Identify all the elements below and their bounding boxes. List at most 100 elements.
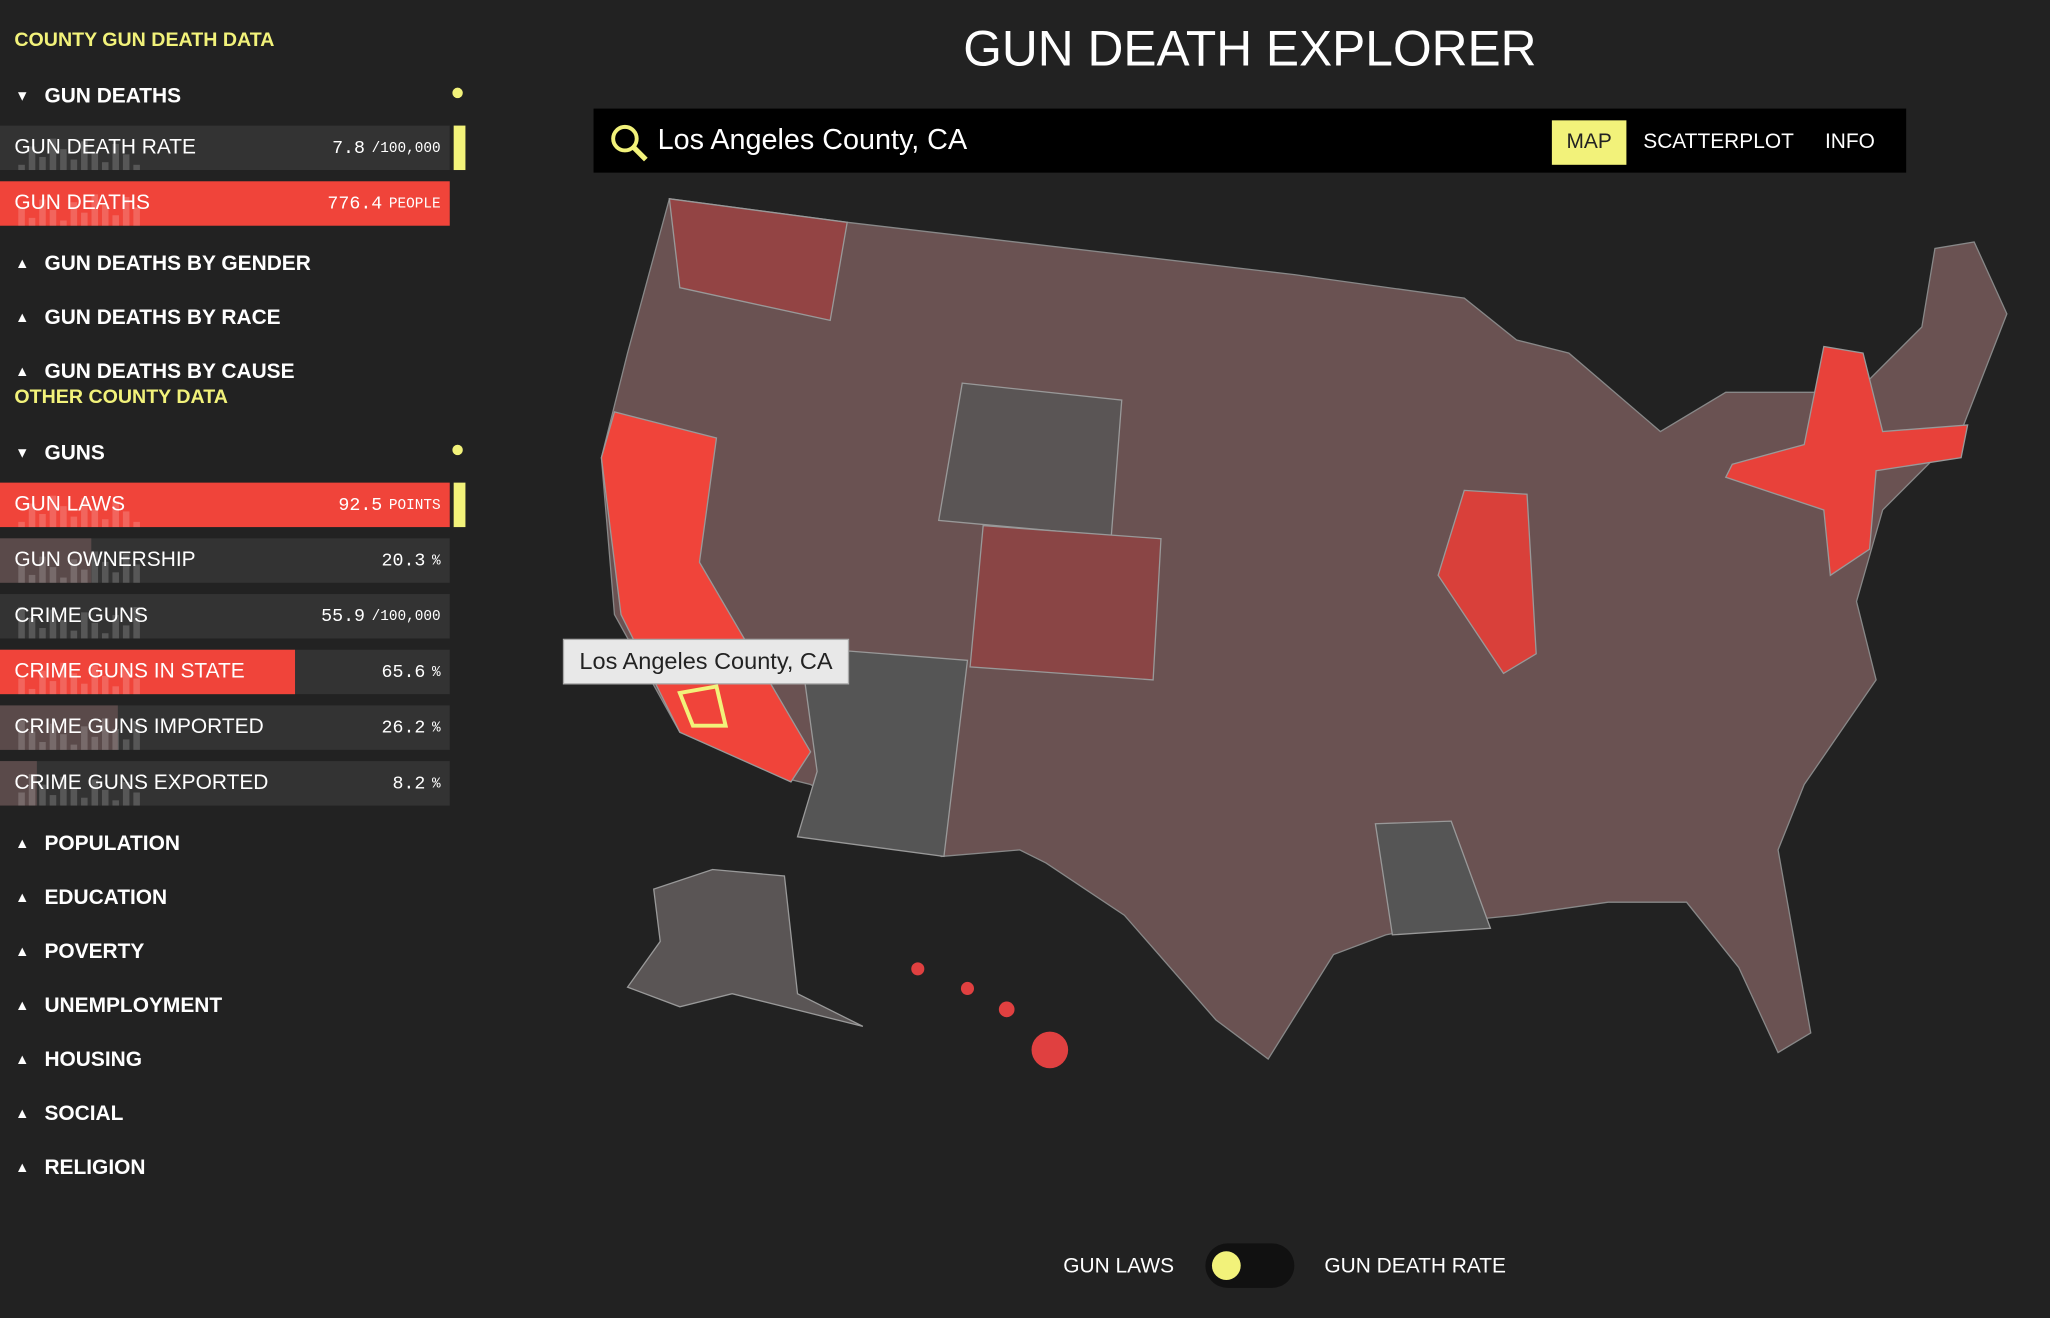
mini-histogram-bar [112, 686, 119, 695]
mini-histogram-bar [28, 146, 36, 171]
item-value: 776.4 PEOPLE [327, 194, 440, 214]
mini-histogram-bar [112, 614, 119, 639]
group-arrow: ▲ [15, 836, 29, 852]
group-label[interactable]: GUN DEATHS BY RACE [44, 306, 280, 329]
mini-histogram-bar [122, 511, 130, 528]
search-bar[interactable] [593, 108, 1907, 173]
page-title: GUN DEATH EXPLORER [963, 20, 1536, 76]
mini-histogram-bar [39, 156, 46, 171]
mini-histogram-bar [70, 744, 78, 750]
tab[interactable]: INFO [1825, 130, 1875, 153]
group-arrow: ▲ [15, 1106, 29, 1122]
mini-histogram-bar [122, 196, 130, 226]
group-arrow: ▲ [15, 944, 29, 960]
mini-histogram-bar [91, 622, 99, 639]
item-value-number: 65.6 [381, 663, 425, 683]
state-alaska [626, 868, 864, 1028]
item-bg[interactable] [0, 482, 450, 528]
group-label[interactable]: GUN DEATHS BY CAUSE [44, 360, 294, 383]
group-label[interactable]: UNEMPLOYMENT [44, 994, 222, 1017]
mini-histogram-bar [122, 625, 130, 639]
mini-histogram-bar [101, 561, 109, 583]
mini-histogram-bar [81, 683, 88, 695]
search-icon-handle [632, 145, 648, 162]
group-label[interactable]: GUN DEATHS BY GENDER [44, 252, 310, 275]
tooltip [562, 638, 850, 685]
mini-histogram-bar [18, 207, 25, 226]
mini-histogram-bar [39, 670, 46, 695]
item-bg[interactable] [0, 594, 450, 639]
state-wyoming [937, 382, 1123, 537]
mini-histogram-bar [60, 220, 67, 226]
mini-histogram-bar [18, 721, 25, 750]
mini-histogram-bar [101, 162, 109, 171]
mini-histogram-bar [91, 779, 99, 806]
group-label[interactable]: POPULATION [44, 832, 180, 855]
mini-histogram-bar [70, 559, 78, 583]
mini-histogram-bar [28, 731, 36, 750]
mini-histogram-bar [91, 665, 99, 695]
group-label[interactable]: EDUCATION [44, 886, 167, 909]
item-value: 8.2% [392, 774, 440, 794]
item-value: 20.3% [381, 551, 440, 571]
item-bg[interactable] [0, 125, 450, 171]
group-label[interactable]: RELIGION [44, 1156, 145, 1179]
hawaii-island [911, 962, 925, 976]
item-bg[interactable] [0, 181, 450, 226]
search-query[interactable]: Los Angeles County, CA [658, 124, 968, 156]
mini-histogram-bar [112, 500, 119, 528]
mini-histogram-bar [60, 149, 67, 171]
mini-histogram-bar [133, 792, 140, 806]
mini-histogram-bar [112, 143, 119, 171]
mini-histogram-bar [133, 607, 140, 639]
item-value: 7.8/100,000 [332, 139, 441, 159]
group-arrow: ▲ [15, 310, 29, 326]
mini-histogram-bar [28, 503, 36, 528]
mini-histogram-bar [28, 774, 36, 806]
mini-histogram-bar [49, 567, 57, 583]
mini-histogram-bar [122, 782, 130, 806]
mini-histogram-bar [49, 723, 57, 750]
item-value-unit: % [432, 665, 441, 681]
mini-histogram-bar [70, 159, 78, 171]
group-label[interactable]: GUN DEATHS [44, 84, 181, 107]
tab[interactable]: SCATTERPLOT [1643, 130, 1794, 153]
item-value-unit: PEOPLE [389, 196, 441, 212]
mini-histogram-bar [112, 572, 119, 583]
mini-histogram-bar [18, 792, 25, 806]
mini-histogram-bar [60, 662, 67, 695]
item-label: GUN DEATH RATE [14, 135, 196, 158]
item-value-unit: % [432, 553, 441, 569]
item-label: CRIME GUNS IN STATE [14, 659, 244, 682]
mini-histogram-bar [101, 789, 109, 806]
item-value: 55.9/100,000 [321, 607, 440, 627]
tab-active-bg [1551, 120, 1627, 165]
mini-histogram-bar [101, 204, 109, 226]
item-bg[interactable] [0, 761, 450, 806]
mini-histogram-bar [101, 718, 109, 750]
mini-histogram-bar [18, 521, 25, 528]
group-label[interactable]: GUNS [44, 441, 104, 464]
toggle-left-label[interactable]: GUN LAWS [1063, 1254, 1174, 1277]
mini-histogram-bar [133, 721, 140, 750]
item-value-unit: % [432, 776, 441, 792]
search-icon [611, 124, 639, 153]
mini-histogram-bar [49, 210, 57, 226]
item-fill [0, 538, 92, 583]
group-arrow: ▲ [15, 998, 29, 1014]
item-label: CRIME GUNS [14, 604, 148, 627]
group-label[interactable]: POVERTY [44, 940, 144, 963]
item-label: GUN DEATHS [14, 191, 150, 214]
tab[interactable]: MAP [1566, 130, 1611, 153]
mini-histogram-bar [81, 141, 88, 171]
section-title: COUNTY GUN DEATH DATA [14, 29, 274, 51]
mini-histogram-bar [70, 202, 78, 226]
toggle-right-label[interactable]: GUN DEATH RATE [1324, 1254, 1506, 1277]
group-label[interactable]: HOUSING [44, 1048, 142, 1071]
group-label[interactable]: SOCIAL [44, 1102, 123, 1125]
mini-histogram-bar [91, 151, 99, 171]
mini-histogram-bar [70, 787, 78, 806]
mini-histogram-bar [133, 521, 140, 528]
mini-histogram-bar [18, 164, 25, 171]
